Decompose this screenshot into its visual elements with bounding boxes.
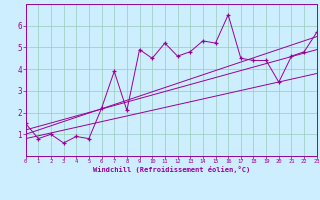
X-axis label: Windchill (Refroidissement éolien,°C): Windchill (Refroidissement éolien,°C) (92, 166, 250, 173)
